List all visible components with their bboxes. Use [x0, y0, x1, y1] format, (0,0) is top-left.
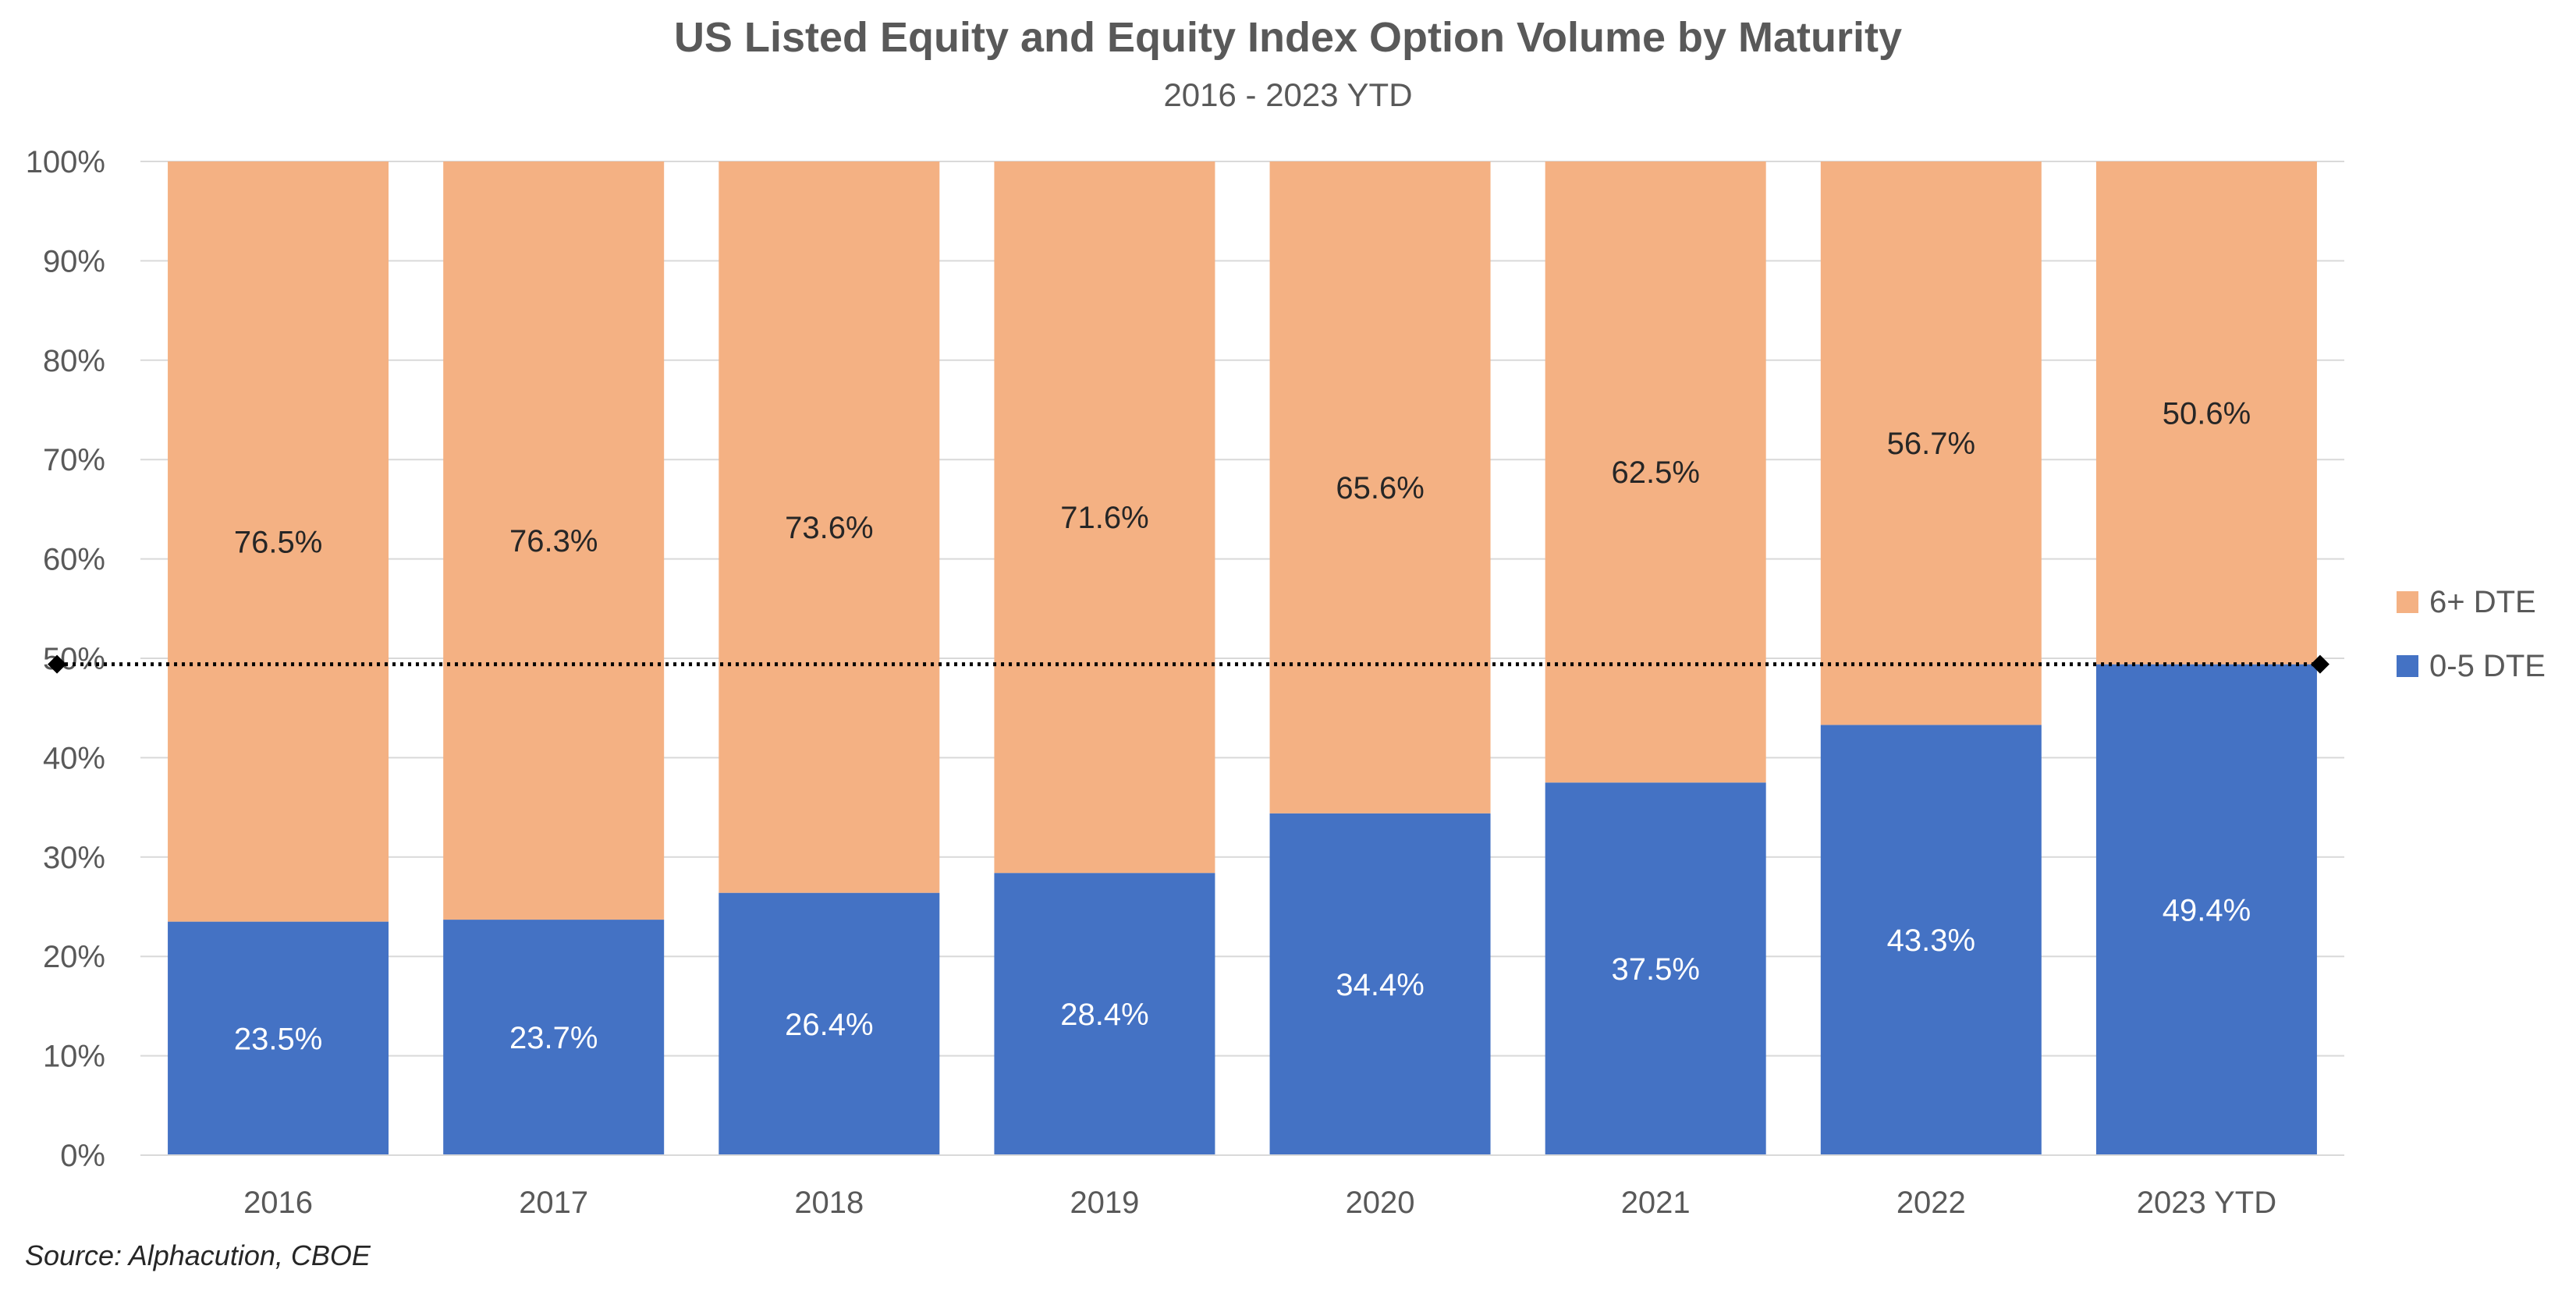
legend-swatch: [2397, 591, 2418, 613]
x-tick-label: 2020: [1346, 1186, 1415, 1220]
bar-6-dte-2023-ytd: [2095, 161, 2317, 665]
data-label: 43.3%: [1887, 924, 1975, 958]
y-tick-label: 100%: [26, 145, 105, 179]
fifty-percent-reference-line: [48, 654, 2329, 674]
bar-6-dte-2020: [1269, 161, 1491, 814]
x-tick-label: 2019: [1070, 1186, 1139, 1220]
bar-6-dte-2016: [168, 161, 389, 922]
chart-title: US Listed Equity and Equity Index Option…: [674, 14, 1902, 61]
bars: [168, 161, 2317, 1155]
y-tick-label: 0%: [60, 1139, 105, 1173]
bar-6-dte-2021: [1545, 161, 1766, 783]
data-label: 76.5%: [234, 525, 322, 559]
legend-swatch: [2397, 655, 2418, 677]
data-label: 50.6%: [2163, 396, 2251, 431]
bar-0-5-dte-2023-ytd: [2095, 664, 2317, 1155]
bar-0-5-dte-2018: [719, 892, 940, 1155]
x-tick-label: 2017: [519, 1186, 588, 1220]
x-tick-label: 2016: [243, 1186, 313, 1220]
y-axis-tick-labels: 0% 10% 20% 30% 40% 50% 60% 70% 80% 90% 100%: [26, 145, 105, 1173]
data-label: 23.7%: [509, 1021, 598, 1055]
x-axis-tick-labels: 2016 2017 2018 2019 2020 2021 2022 2023 YTD: [243, 1186, 2276, 1220]
bar-6-dte-2019: [994, 161, 1215, 874]
data-labels: 23.5% 76.5% 23.7% 76.3% 26.4% 73.6% 28.4% 71.6%…: [234, 396, 2251, 1056]
x-tick-label: 2023 YTD: [2137, 1186, 2276, 1220]
data-label: 56.7%: [1887, 427, 1975, 461]
data-label: 76.3%: [509, 524, 598, 558]
legend-label: 6+ DTE: [2429, 585, 2536, 619]
x-tick-label: 2018: [794, 1186, 864, 1220]
legend-label: 0-5 DTE: [2429, 649, 2546, 683]
y-tick-label: 80%: [43, 344, 105, 378]
data-label: 28.4%: [1060, 998, 1148, 1032]
bar-6-dte-2017: [443, 161, 665, 920]
bar-6-dte-2022: [1820, 161, 2042, 725]
y-tick-label: 40%: [43, 741, 105, 775]
y-tick-label: 10%: [43, 1040, 105, 1074]
bar-0-5-dte-2021: [1545, 782, 1766, 1155]
data-label: 71.6%: [1060, 501, 1148, 535]
data-label: 73.6%: [785, 511, 873, 545]
legend: 6+ DTE 0-5 DTE: [2397, 585, 2546, 683]
data-label: 34.4%: [1336, 968, 1424, 1002]
x-tick-label: 2022: [1897, 1186, 1966, 1220]
data-label: 23.5%: [234, 1022, 322, 1056]
data-label: 65.6%: [1336, 471, 1424, 505]
y-tick-label: 70%: [43, 443, 105, 477]
diamond-marker: [2310, 654, 2329, 674]
data-label: 62.5%: [1611, 456, 1699, 490]
y-tick-label: 60%: [43, 543, 105, 577]
data-label: 37.5%: [1611, 952, 1699, 987]
y-tick-label: 90%: [43, 244, 105, 278]
data-label: 49.4%: [2163, 893, 2251, 927]
chart-subtitle: 2016 - 2023 YTD: [1163, 76, 1412, 113]
y-tick-label: 50%: [43, 642, 105, 676]
y-tick-label: 30%: [43, 841, 105, 875]
bar-0-5-dte-2017: [443, 920, 665, 1155]
y-tick-label: 20%: [43, 940, 105, 974]
bar-0-5-dte-2020: [1269, 813, 1491, 1155]
source-note: Source: Alphacution, CBOE: [25, 1239, 371, 1271]
bar-0-5-dte-2022: [1820, 725, 2042, 1155]
bar-6-dte-2018: [719, 161, 940, 893]
data-label: 26.4%: [785, 1008, 873, 1042]
bar-0-5-dte-2019: [994, 873, 1215, 1155]
bar-0-5-dte-2016: [168, 921, 389, 1155]
x-tick-label: 2021: [1621, 1186, 1691, 1220]
diamond-marker: [48, 654, 67, 674]
